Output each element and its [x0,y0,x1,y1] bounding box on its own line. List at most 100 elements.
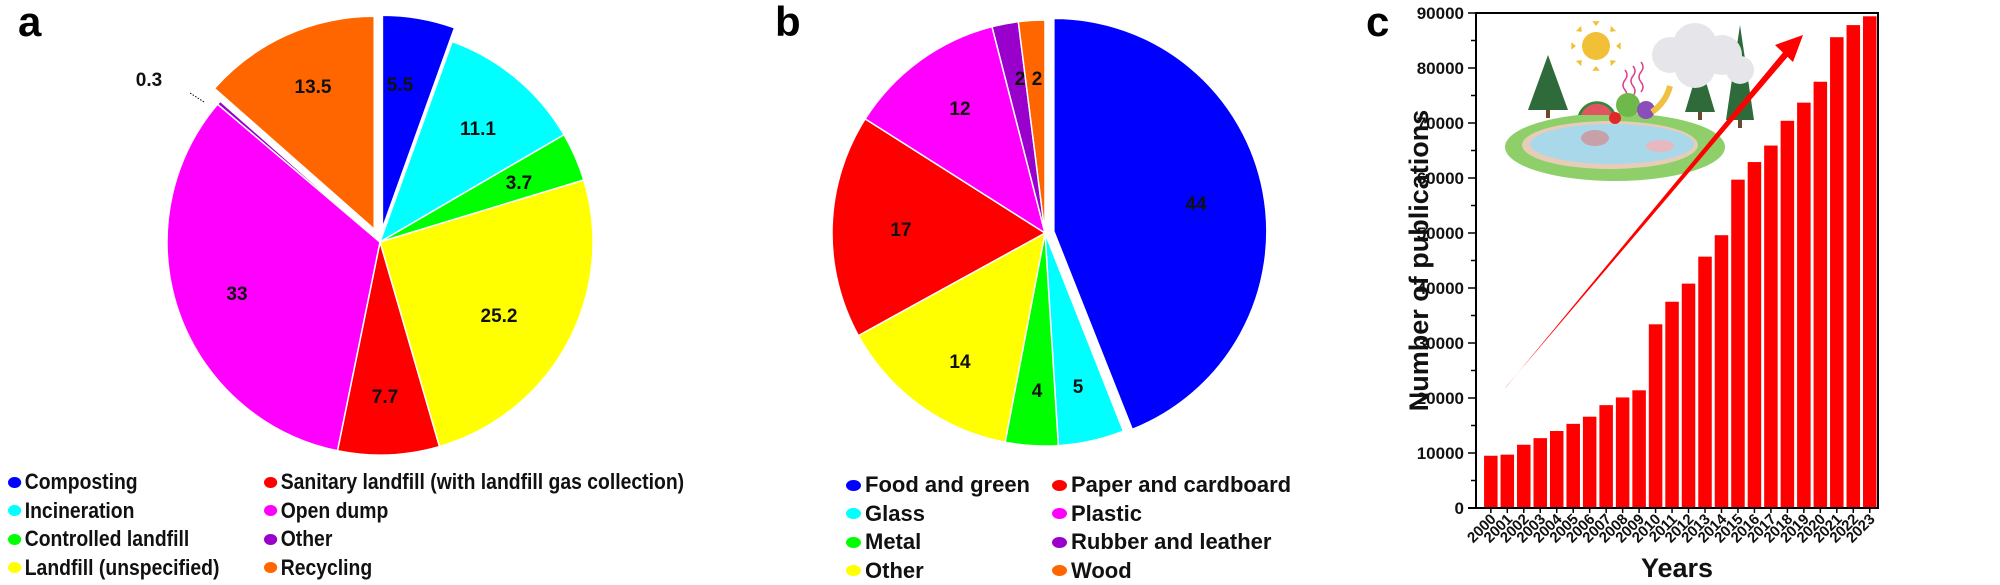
legend-label: Glass [865,500,925,526]
pie-chart-waste-composition: 44 5 4 14 17 12 2 2 [831,17,1268,447]
bar-2007 [1599,405,1613,508]
legend-label: Incineration [24,497,135,523]
pie-slice-food-and-green [1053,17,1268,431]
pie-value-label: 2 [1032,69,1043,90]
panel-label-b: b [775,0,801,45]
tree-icon [1528,55,1568,110]
legend-marker-icon [1052,508,1067,519]
legend-marker-icon [8,562,22,573]
legend-item-sanitary-landfill-with-landfill-gas-collection: Sanitary landfill (with landfill gas col… [264,469,684,495]
pie-slice-other [216,100,381,243]
bar-2004 [1549,431,1564,508]
sun-icon [1571,21,1621,71]
bar-2008 [1615,397,1630,508]
panel-label-c: c [1366,0,1390,45]
legend-item-composting: Composting [8,469,138,495]
legend-marker-icon [846,536,861,548]
pie-chart-waste-treatment: 5.5 11.1 3.7 25.2 7.7 33 0.3 13.5 [136,14,594,456]
legend-label: Wood [1071,557,1132,583]
legend-label: Plastic [1071,500,1142,526]
pie-value-label: 25.2 [481,306,518,327]
x-axis-title: Years [1641,553,1713,583]
y-tick-label: 60000 [1417,169,1464,188]
panel-label-a: a [18,0,42,45]
pie-slice-landfill-unspecified [379,179,594,448]
pie-slice-paper-and-cardboard [831,117,1047,337]
y-tick-label: 40000 [1417,279,1464,298]
pie-slice-recycling [213,15,375,231]
legend-item-paper-and-cardboard: Paper and cardboard [1052,472,1291,498]
legend-item-glass: Glass [846,501,925,527]
legend-marker-icon [846,479,861,491]
legend-label: Paper and cardboard [1071,472,1292,497]
bar-2020 [1813,81,1828,508]
pie-slice-sanitary-landfill-with-landfill-gas-collection [336,241,441,456]
legend-marker-icon [264,562,278,573]
y-tick-label: 10000 [1417,444,1464,463]
legend-marker-icon [1052,565,1067,576]
legend-item-metal: Metal [846,529,921,555]
heat-wave-icon [1630,65,1636,97]
pie-value-label: 17 [890,220,911,241]
legend-item-wood: Wood [1052,558,1132,584]
legend-marker-icon [8,505,22,516]
pie-slice-other [857,231,1047,444]
legend-marker-icon [8,533,22,545]
bar-2002 [1517,444,1531,508]
bar-chart-publications: 2000200120022003200420052006200720082009… [1404,4,1879,583]
bar-2018 [1780,120,1795,509]
bar-2015 [1731,179,1745,508]
leader-line [189,92,205,103]
y-tick-label: 20000 [1417,389,1464,408]
y-tick-label: 30000 [1417,334,1464,353]
trend-arrow-icon [1505,35,1803,388]
bar-2009 [1632,390,1646,508]
bar-2011 [1665,301,1679,508]
legend-label: Other [865,557,924,583]
bar-2016 [1747,162,1762,509]
legend-label: Landfill (unspecified) [24,554,220,580]
legend-marker-icon [264,533,278,545]
legend-item-incineration: Incineration [8,498,134,524]
pie-value-label: 44 [1185,194,1207,215]
pie-value-label: 12 [949,99,970,120]
pie-value-label: 13.5 [295,77,332,98]
legend-label: Sanitary landfill (with landfill gas col… [280,469,685,494]
legend-marker-icon [846,508,861,519]
legend-label: Composting [24,469,138,494]
legend-marker-icon [1052,536,1067,548]
bar-2006 [1582,416,1597,508]
y-tick-label: 90000 [1417,4,1464,23]
bar-2012 [1681,283,1696,508]
pie-slice-incineration [378,40,566,244]
pie-value-label: 0.3 [136,70,162,91]
bar-2005 [1566,423,1580,508]
y-axis-title: Number of publications [1404,110,1434,412]
legend-marker-icon [846,565,861,576]
pie-slice-wood [1017,19,1046,234]
pie-value-label: 11.1 [460,119,496,140]
legend-marker-icon [1052,479,1067,491]
bar-2014 [1714,235,1729,508]
legend-item-controlled-landfill: Controlled landfill [8,526,189,552]
legend-item-food-and-green: Food and green [846,472,1030,498]
bar-2010 [1648,324,1663,508]
legend-label: Recycling [280,554,373,580]
legend-label: Controlled landfill [24,526,190,551]
legend-item-other: Other [846,558,924,584]
legend-marker-icon [8,476,22,488]
produce-icon [1578,85,1673,124]
legend-label: Food and green [865,472,1030,497]
y-tick-label: 50000 [1417,224,1464,243]
legend-item-plastic: Plastic [1052,501,1142,527]
bar-2021 [1830,37,1844,508]
y-tick-label: 0 [1455,499,1464,518]
pie-value-label: 4 [1032,381,1043,402]
pie-slice-open-dump [166,103,381,452]
legend-label: Rubber and leather [1071,529,1272,554]
cloud-icon [1652,23,1754,88]
pie-value-label: 14 [949,352,971,373]
legend-item-landfill-unspecified: Landfill (unspecified) [8,555,219,581]
y-tick-label: 80000 [1417,59,1464,78]
